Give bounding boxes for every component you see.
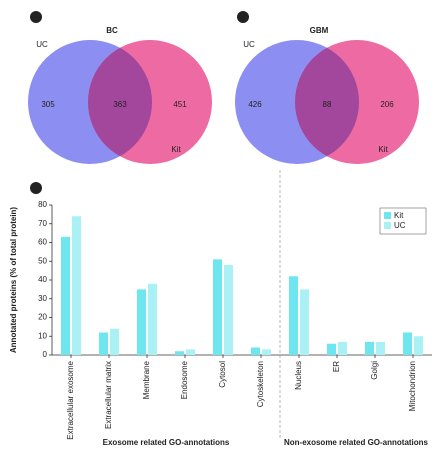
panel-badge [30, 182, 42, 194]
bar [72, 216, 81, 355]
legend-swatch [384, 212, 391, 219]
panel-label: C [33, 184, 39, 193]
bar [186, 349, 195, 355]
region-count: 363 [113, 100, 127, 109]
bar [300, 289, 309, 355]
bar [213, 259, 222, 355]
set-label: UC [243, 40, 255, 49]
y-tick-label: 0 [43, 350, 48, 359]
set-label: UC [36, 40, 48, 49]
x-tick-label: Cytosol [218, 361, 227, 388]
region-count: 206 [380, 100, 394, 109]
bar [175, 351, 184, 355]
bar [137, 289, 146, 355]
overlap [295, 40, 359, 164]
x-tick-label: Extracellular exosome [66, 360, 75, 439]
bar [365, 341, 374, 355]
bar [414, 336, 423, 355]
x-tick-label: Nucleus [294, 361, 303, 390]
panel-label: A [33, 13, 39, 22]
legend-box [379, 207, 427, 235]
bar [262, 349, 271, 355]
group-label: Non-exosome related GO-annotations [284, 438, 429, 447]
x-tick-label: Membrane [142, 360, 151, 399]
bar [327, 343, 336, 355]
bar [110, 328, 119, 355]
region-count: 426 [248, 100, 262, 109]
set-label: Kit [171, 145, 181, 154]
x-tick-label: Mitochondrion [408, 361, 417, 411]
bar [61, 236, 70, 355]
venn-title: BC [106, 26, 118, 35]
bar [403, 332, 412, 355]
bar [99, 332, 108, 355]
x-tick-label: Golgi [370, 361, 379, 380]
legend-label: Kit [394, 211, 404, 220]
region-count: 451 [173, 100, 187, 109]
panel-badge [237, 11, 249, 23]
bar [148, 283, 157, 355]
y-tick-label: 60 [38, 238, 47, 247]
group-label: Exosome related GO-annotations [103, 438, 230, 447]
y-tick-label: 10 [38, 331, 47, 340]
x-tick-label: Extracellular matrix [104, 361, 113, 429]
venn-title: GBM [310, 26, 329, 35]
region-count: 305 [41, 100, 55, 109]
x-tick-label: Endosome [180, 360, 189, 399]
y-tick-label: 40 [38, 275, 47, 284]
legend-label: UC [394, 221, 406, 230]
y-tick-label: 30 [38, 294, 47, 303]
bar [338, 341, 347, 355]
panel-label: B [240, 13, 246, 22]
set-label: Kit [378, 145, 388, 154]
y-axis-label: Annotated proteins (% of total protein) [9, 207, 18, 354]
region-count: 88 [323, 100, 332, 109]
bar [224, 265, 233, 355]
panel-badge [30, 11, 42, 23]
y-tick-label: 50 [38, 256, 47, 265]
legend-swatch [384, 222, 391, 229]
y-tick-label: 20 [38, 313, 47, 322]
y-tick-label: 70 [38, 219, 47, 228]
overlap [88, 40, 152, 164]
y-tick-label: 80 [38, 200, 47, 209]
x-tick-label: Cytoskeleton [256, 361, 265, 407]
bar [376, 341, 385, 355]
x-tick-label: ER [332, 361, 341, 372]
bar [251, 347, 260, 355]
bar [289, 276, 298, 355]
